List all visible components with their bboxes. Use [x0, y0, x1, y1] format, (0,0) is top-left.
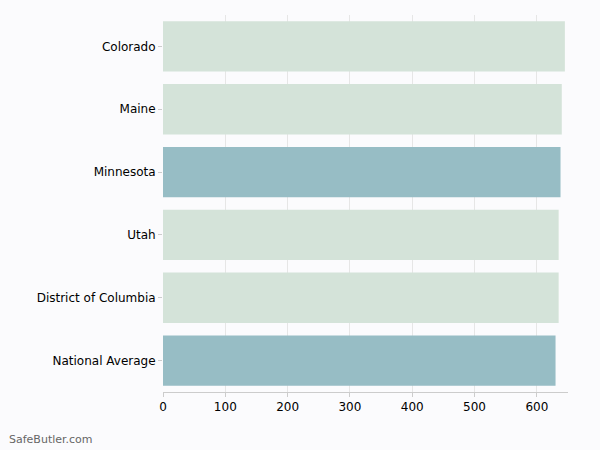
svg-text:Maine: Maine — [120, 102, 156, 116]
svg-text:600: 600 — [525, 400, 548, 414]
svg-text:100: 100 — [214, 400, 237, 414]
svg-text:Utah: Utah — [127, 228, 155, 242]
svg-text:SafeButler.com: SafeButler.com — [9, 433, 93, 446]
svg-text:National Average: National Average — [52, 354, 155, 368]
svg-text:400: 400 — [401, 400, 424, 414]
svg-text:300: 300 — [338, 400, 361, 414]
svg-text:Colorado: Colorado — [102, 40, 156, 54]
svg-text:Minnesota: Minnesota — [94, 165, 156, 179]
svg-text:District of Columbia: District of Columbia — [37, 291, 156, 305]
svg-text:200: 200 — [276, 400, 299, 414]
svg-text:500: 500 — [463, 400, 486, 414]
svg-text:0: 0 — [159, 400, 167, 414]
